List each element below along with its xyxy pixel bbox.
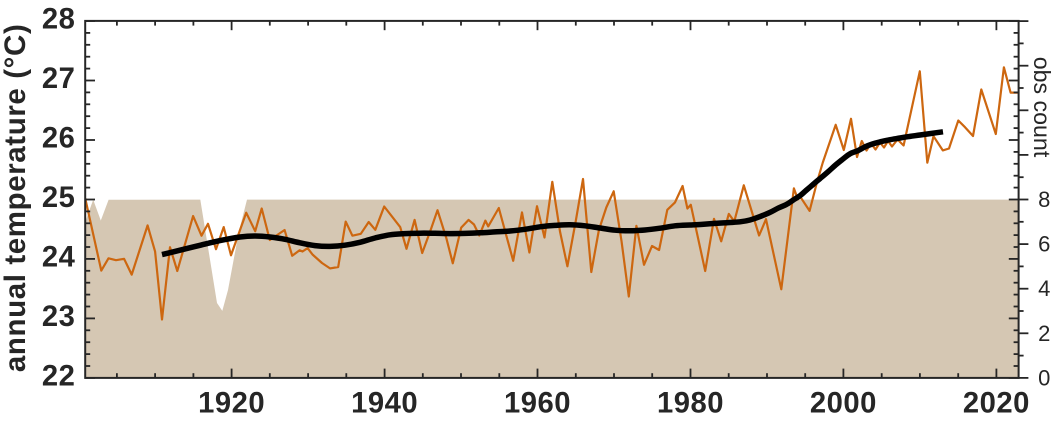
svg-text:4: 4 bbox=[1038, 276, 1050, 301]
svg-text:6: 6 bbox=[1038, 232, 1050, 257]
svg-text:28: 28 bbox=[42, 4, 75, 36]
svg-text:1960: 1960 bbox=[504, 387, 571, 419]
svg-text:0: 0 bbox=[1038, 365, 1050, 390]
svg-text:1980: 1980 bbox=[657, 387, 724, 419]
svg-text:24: 24 bbox=[42, 241, 76, 273]
svg-text:2020: 2020 bbox=[963, 387, 1030, 419]
svg-text:26: 26 bbox=[42, 123, 75, 155]
svg-text:2: 2 bbox=[1038, 321, 1050, 346]
svg-text:1940: 1940 bbox=[351, 387, 418, 419]
svg-text:22: 22 bbox=[42, 360, 75, 392]
svg-text:1920: 1920 bbox=[198, 387, 265, 419]
svg-text:2000: 2000 bbox=[810, 387, 877, 419]
svg-text:annual temperature (°C): annual temperature (°C) bbox=[0, 24, 32, 373]
svg-text:23: 23 bbox=[42, 301, 75, 333]
svg-text:8: 8 bbox=[1038, 187, 1050, 212]
svg-text:27: 27 bbox=[42, 63, 75, 95]
svg-text:25: 25 bbox=[42, 182, 75, 214]
svg-text:obs count: obs count bbox=[1029, 57, 1055, 158]
